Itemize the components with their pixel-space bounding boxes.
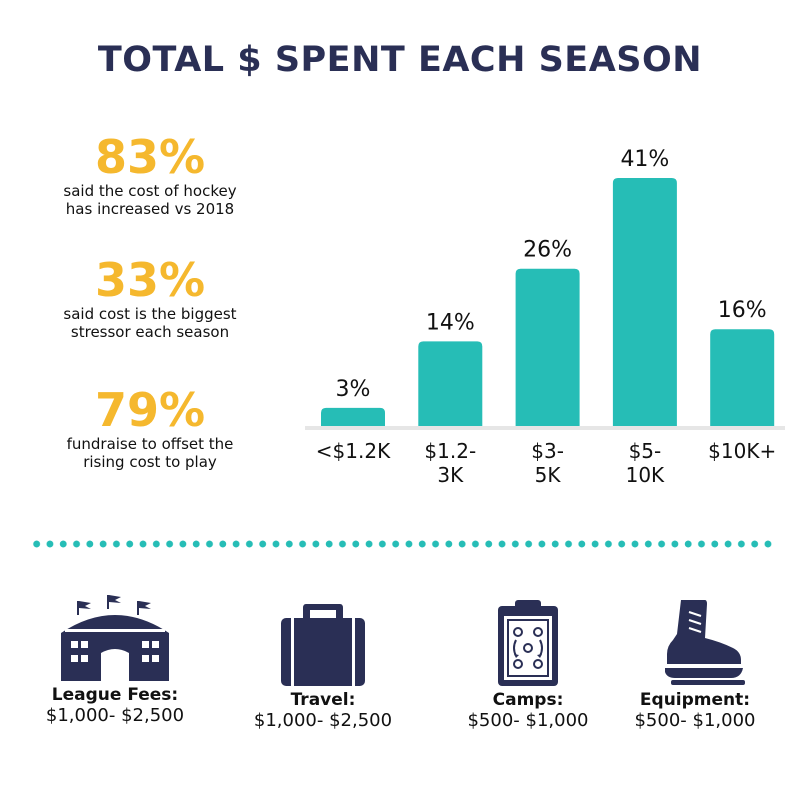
bar-value-label: 3% [336, 377, 371, 402]
cost-name: League Fees: [51, 685, 179, 705]
x-tick-label: 10K [626, 463, 665, 487]
bar-value-label: 41% [620, 147, 669, 172]
stat-desc-line: rising cost to play [83, 453, 217, 471]
suitcase-icon [281, 604, 365, 686]
bar [612, 178, 677, 426]
spending-bar-chart: 3% <$1.2K 14% $1.2-3K 26% $3-5K 41% $5-10K 16% $1… [305, 147, 785, 487]
bar-value-label: 26% [523, 238, 572, 263]
cost-equipment: Equipment: $500- $1,000 [600, 598, 790, 731]
page-title: TOTAL $ SPENT EACH SEASON [97, 40, 703, 80]
dotted-divider [30, 540, 775, 548]
bar [710, 329, 775, 426]
stat-desc-line: said the cost of hockey [63, 182, 237, 200]
bar [418, 341, 483, 426]
x-tick-label: $5- [629, 439, 662, 463]
clipboard-play-icon [498, 600, 558, 686]
x-tick-label: $3- [531, 439, 564, 463]
x-tick-label: $1.2- [424, 439, 476, 463]
stat-desc-line: has increased vs 2018 [65, 200, 235, 218]
bar [515, 268, 580, 426]
stat-value: 83% [94, 130, 206, 184]
stat-value: 33% [94, 253, 206, 307]
cost-league-fees: League Fees: $1,000- $2,500 [20, 595, 210, 726]
bar-value-label: 16% [718, 298, 767, 323]
cost-range: $1,000- $2,500 [253, 710, 393, 731]
x-tick-label: 3K [437, 463, 464, 487]
stat-cost-increased: 83% said the cost of hockey has increase… [10, 132, 290, 218]
stat-desc-line: said cost is the biggest [63, 305, 237, 323]
bar-value-label: 14% [426, 310, 475, 335]
cost-name: Equipment: [639, 690, 751, 710]
skate-icon [665, 600, 745, 685]
arena-icon [61, 595, 169, 681]
x-tick-label: <$1.2K [316, 439, 391, 463]
x-tick-label: 5K [535, 463, 562, 487]
cost-range: $1,000- $2,500 [45, 705, 185, 726]
stat-biggest-stressor: 33% said cost is the biggest stressor ea… [10, 255, 290, 341]
cost-camps: Camps: $500- $1,000 [433, 600, 623, 731]
bar [321, 407, 385, 426]
cost-name: Camps: [492, 690, 564, 710]
stat-value: 79% [94, 383, 206, 437]
cost-travel: Travel: $1,000- $2,500 [228, 600, 418, 731]
stat-desc-line: stressor each season [70, 323, 230, 341]
cost-range: $500- $1,000 [634, 710, 756, 731]
cost-range: $500- $1,000 [467, 710, 589, 731]
x-tick-label: $10K+ [708, 439, 776, 463]
cost-name: Travel: [290, 690, 356, 710]
stat-fundraise: 79% fundraise to offset the rising cost … [10, 385, 290, 471]
stat-desc-line: fundraise to offset the [66, 435, 234, 453]
